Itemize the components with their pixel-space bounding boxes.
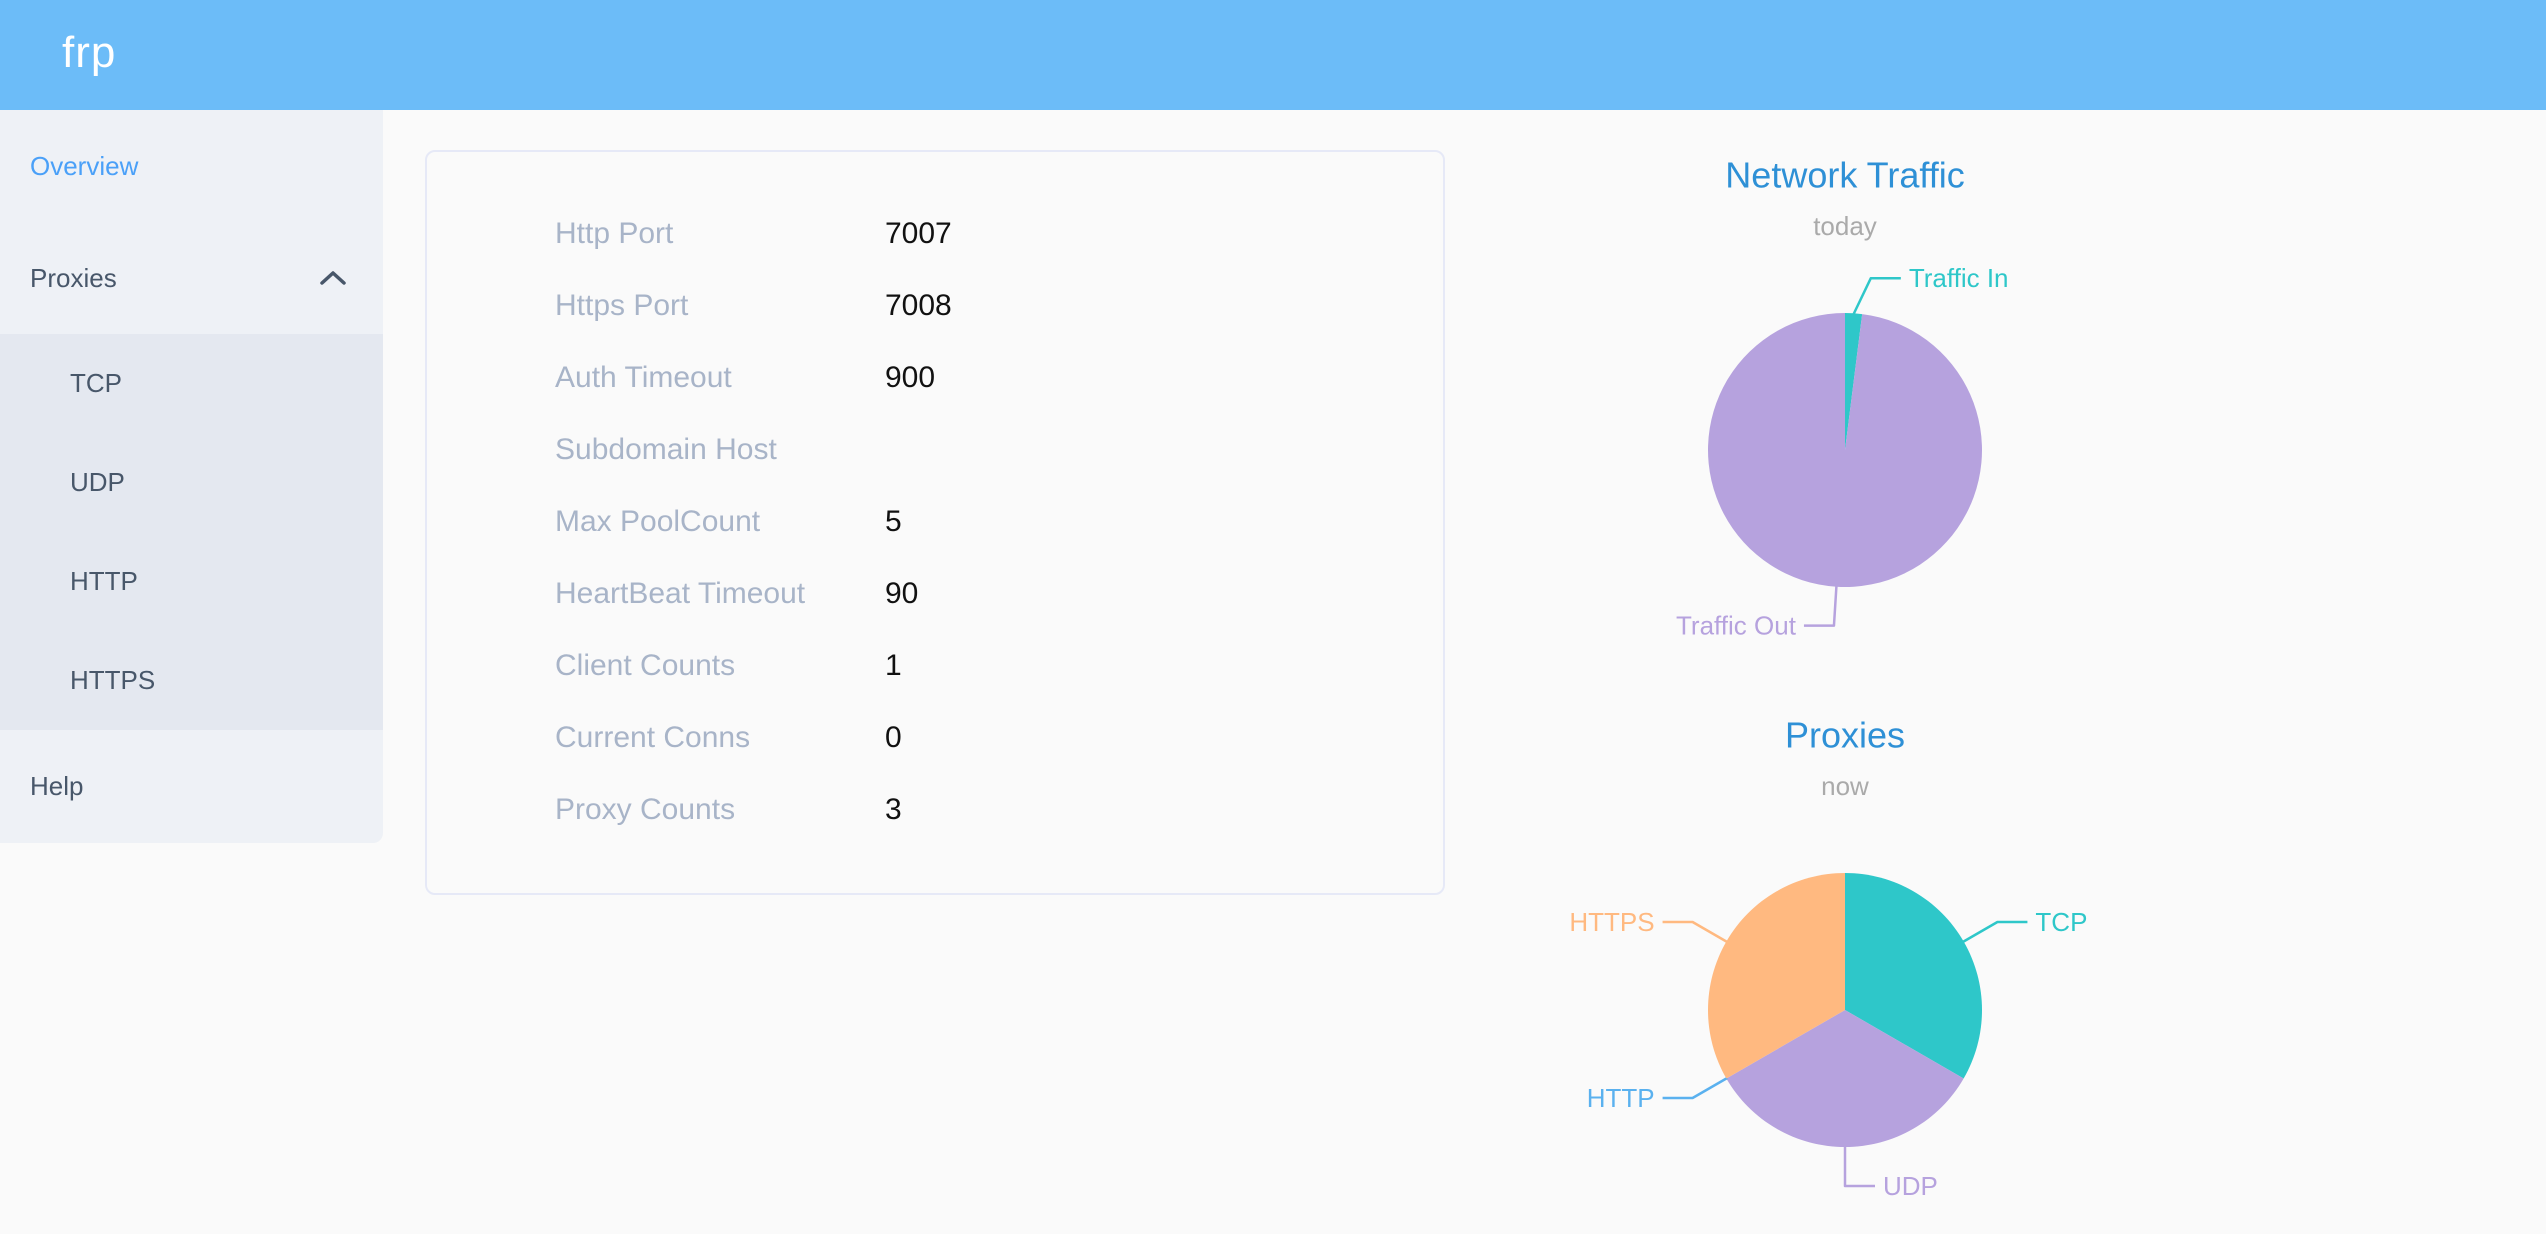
sidebar-item-http-label: HTTP <box>70 566 138 596</box>
pie-label-line <box>1803 585 1838 627</box>
sidebar-item-tcp-label: TCP <box>70 368 122 398</box>
sidebar-item-overview[interactable]: Overview <box>0 110 383 222</box>
chart-title: Network Traffic <box>1725 155 1964 196</box>
pie-label-line <box>1852 276 1901 315</box>
sidebar-item-udp-label: UDP <box>70 467 125 497</box>
sidebar-item-tcp[interactable]: TCP <box>0 334 383 433</box>
sidebar-item-help-label: Help <box>30 771 84 801</box>
pie-slice-traffic-in[interactable] <box>1845 313 1863 450</box>
network-traffic-pie-chart[interactable]: Network Traffic today Traffic In Traffic Ou… <box>1455 120 2235 680</box>
config-label: Client Counts <box>555 649 736 682</box>
config-value: 90 <box>885 577 919 610</box>
config-value: 900 <box>885 361 936 394</box>
sidebar-item-help[interactable]: Help <box>0 730 383 843</box>
config-label: HeartBeat Timeout <box>555 577 806 610</box>
config-label: Subdomain Host <box>555 433 777 466</box>
config-label: Proxy Counts <box>555 793 736 826</box>
config-label: Auth Timeout <box>555 361 732 394</box>
sidebar-item-https[interactable]: HTTPS <box>0 631 383 730</box>
config-label: Max PoolCount <box>555 505 761 538</box>
pie-label-tcp: TCP <box>2035 907 2087 937</box>
config-row: Client Counts 1 <box>555 630 1443 702</box>
proxies-submenu: TCP UDP HTTP HTTPS <box>0 334 383 730</box>
pie-slice-traffic-out[interactable] <box>1707 313 1982 587</box>
config-value: 1 <box>885 649 902 682</box>
config-row: Max PoolCount 5 <box>555 486 1443 558</box>
config-row: HeartBeat Timeout 90 <box>555 558 1443 630</box>
config-value: 7007 <box>885 217 952 250</box>
config-row: Auth Timeout 900 <box>555 342 1443 414</box>
server-config-card: Http Port 7007 Https Port 7008 Auth Time… <box>425 150 1445 895</box>
sidebar-item-proxies[interactable]: Proxies <box>0 222 383 334</box>
pie-label-traffic-out: Traffic Out <box>1676 611 1797 641</box>
config-value: 5 <box>885 505 902 538</box>
sidebar-item-proxies-label: Proxies <box>30 262 117 293</box>
config-row: Current Conns 0 <box>555 702 1443 774</box>
sidebar-item-udp[interactable]: UDP <box>0 433 383 532</box>
config-row: Http Port 7007 <box>555 198 1443 270</box>
pie-label-line <box>1843 1146 1875 1188</box>
chart-subtitle: now <box>1821 771 1869 801</box>
sidebar-item-https-label: HTTPS <box>70 665 156 695</box>
config-row: Proxy Counts 3 <box>555 774 1443 846</box>
sidebar-item-http[interactable]: HTTP <box>0 532 383 631</box>
pie-label-traffic-in: Traffic In <box>1909 263 2009 293</box>
pie-label-http: HTTP <box>1587 1083 1655 1113</box>
pie-slice-udp[interactable] <box>1726 1010 1964 1147</box>
chart-title: Proxies <box>1785 715 1905 756</box>
pie-label-udp: UDP <box>1883 1171 1938 1201</box>
config-value: 0 <box>885 721 902 754</box>
chevron-up-icon <box>320 271 346 285</box>
config-label: Https Port <box>555 289 689 322</box>
config-label: Http Port <box>555 217 674 250</box>
config-row: Https Port 7008 <box>555 270 1443 342</box>
config-value: 7008 <box>885 289 952 322</box>
config-row: Subdomain Host <box>555 414 1443 486</box>
chart-subtitle: today <box>1813 211 1877 241</box>
sidebar: Overview Proxies TCP UDP HTTP HTTPS Help <box>0 110 383 843</box>
pie-label-line <box>1662 1076 1728 1100</box>
sidebar-item-overview-label: Overview <box>30 150 139 181</box>
pie-label-https: HTTPS <box>1569 907 1654 937</box>
app-logo[interactable]: frp <box>62 28 117 77</box>
config-label: Current Conns <box>555 721 751 754</box>
pie-slice-https[interactable] <box>1708 873 1845 1079</box>
config-value: 3 <box>885 793 902 826</box>
proxies-pie-chart[interactable]: Proxies now TCP UDP HTTP HTTPS <box>1455 680 2235 1234</box>
app-header: frp <box>0 0 2546 110</box>
pie-slice-tcp[interactable] <box>1845 873 1982 1079</box>
pie-label-line <box>1962 920 2028 944</box>
pie-label-line <box>1662 920 1728 944</box>
